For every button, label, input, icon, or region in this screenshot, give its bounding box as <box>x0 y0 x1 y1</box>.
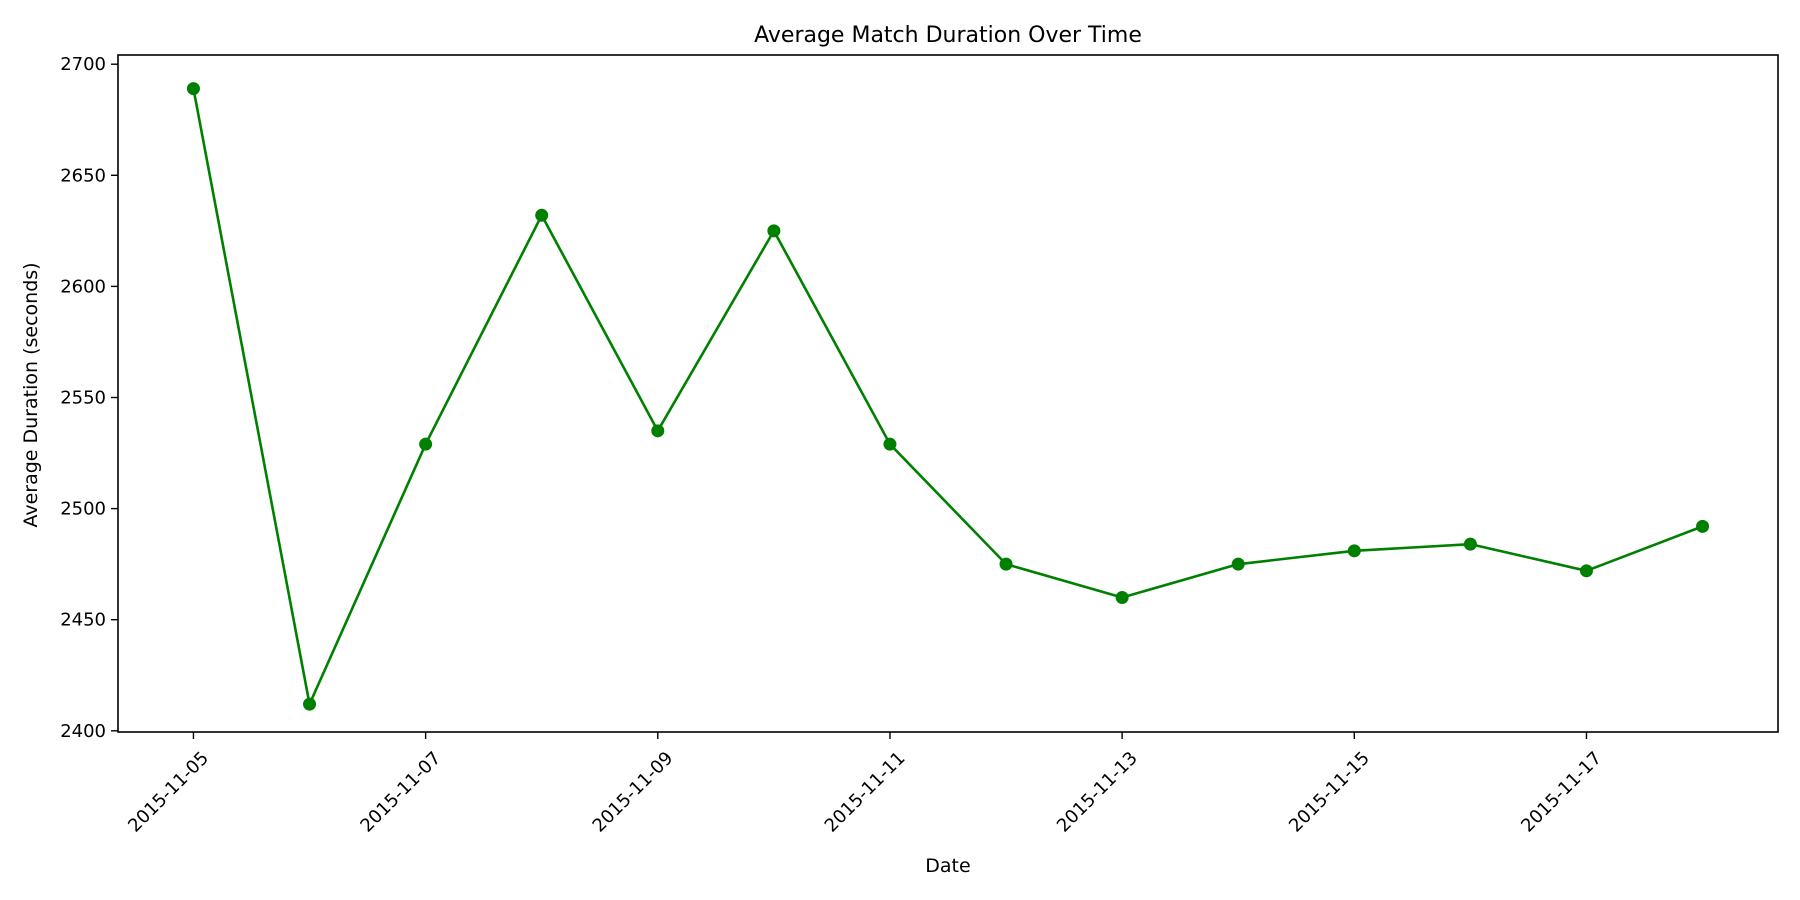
data-point <box>1115 590 1129 604</box>
x-axis: 2015-11-05 2015-11-07 2015-11-09 2015-11-11… <box>124 732 1606 837</box>
y-tick-label: 2500 <box>60 499 106 520</box>
y-tick-label: 2400 <box>60 721 106 742</box>
plot-area <box>117 54 1779 733</box>
data-point <box>767 224 781 238</box>
data-point <box>1696 519 1710 533</box>
data-point <box>535 208 549 222</box>
x-tick-label: 2015-11-15 <box>1285 748 1374 837</box>
data-point <box>1579 564 1593 578</box>
y-tick-label: 2450 <box>60 610 106 631</box>
data-point <box>1463 537 1477 551</box>
x-tick-label: 2015-11-11 <box>821 748 910 837</box>
x-tick-label: 2015-11-09 <box>589 748 678 837</box>
data-point <box>419 437 433 451</box>
chart-title: Average Match Duration Over Time <box>754 23 1142 48</box>
data-point <box>651 424 665 438</box>
y-axis-label: Average Duration (seconds) <box>20 262 42 527</box>
x-tick-label: 2015-11-17 <box>1517 748 1606 837</box>
y-tick-label: 2700 <box>60 54 106 75</box>
x-tick-label: 2015-11-07 <box>356 748 445 837</box>
y-tick-label: 2650 <box>60 165 106 186</box>
y-tick-label: 2550 <box>60 387 106 408</box>
series-line <box>192 88 1704 706</box>
plot-frame <box>117 54 1779 733</box>
x-tick-label: 2015-11-05 <box>124 748 213 837</box>
data-point <box>303 697 317 711</box>
data-point <box>883 437 897 451</box>
x-axis-label: Date <box>925 855 970 877</box>
y-axis: 2400 2450 2500 2550 2600 2650 2700 <box>60 54 118 742</box>
data-point <box>1231 557 1245 571</box>
x-tick-label: 2015-11-13 <box>1053 748 1142 837</box>
data-point <box>186 82 200 96</box>
data-point <box>1347 544 1361 558</box>
data-point <box>999 557 1013 571</box>
y-tick-label: 2600 <box>60 276 106 297</box>
